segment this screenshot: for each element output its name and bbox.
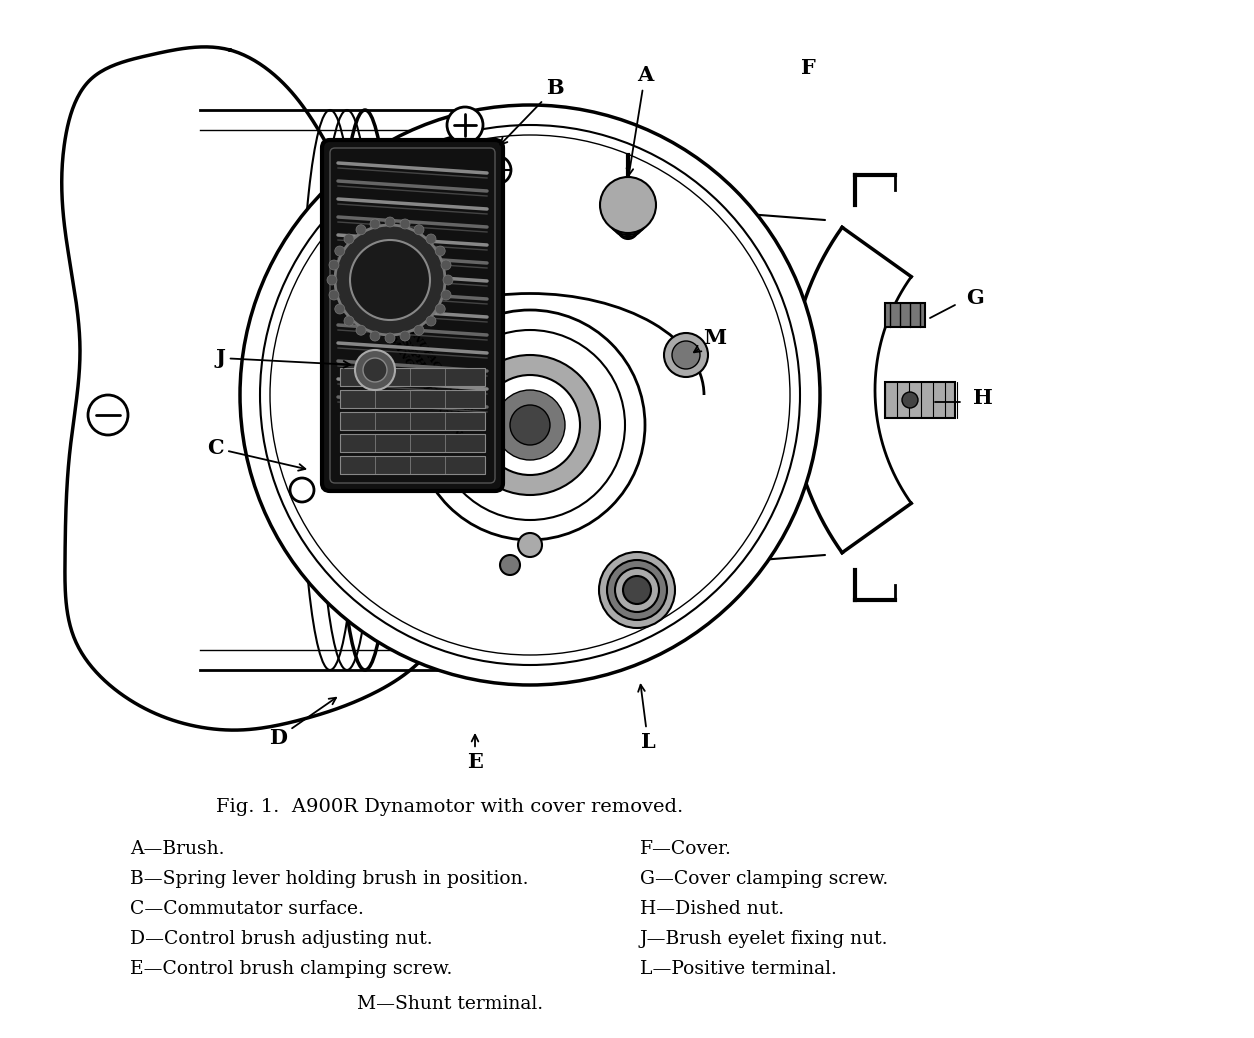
Text: E: E: [466, 735, 483, 772]
Circle shape: [426, 234, 436, 244]
Text: D: D: [270, 698, 336, 748]
Circle shape: [606, 191, 650, 235]
Circle shape: [518, 532, 542, 557]
Circle shape: [426, 316, 436, 326]
Circle shape: [495, 390, 566, 460]
Circle shape: [355, 350, 395, 390]
Circle shape: [441, 290, 451, 300]
Circle shape: [400, 331, 410, 342]
FancyBboxPatch shape: [322, 140, 503, 491]
Circle shape: [385, 217, 395, 227]
Polygon shape: [790, 227, 912, 552]
Bar: [885, 303, 925, 327]
Text: D—Control brush adjusting nut.: D—Control brush adjusting nut.: [130, 930, 433, 948]
Polygon shape: [61, 47, 459, 730]
Circle shape: [443, 275, 453, 285]
Circle shape: [329, 260, 339, 270]
Text: L—Positive terminal.: L—Positive terminal.: [640, 960, 836, 978]
Text: M—Shunt terminal.: M—Shunt terminal.: [357, 995, 543, 1013]
Circle shape: [500, 555, 520, 575]
Circle shape: [344, 234, 354, 244]
Circle shape: [88, 395, 128, 435]
Circle shape: [290, 479, 314, 502]
Circle shape: [446, 107, 483, 143]
Circle shape: [414, 325, 424, 335]
Bar: [340, 390, 485, 408]
Circle shape: [329, 290, 339, 300]
Circle shape: [385, 333, 395, 343]
Bar: [340, 456, 485, 474]
Text: G—Cover clamping screw.: G—Cover clamping screw.: [640, 870, 888, 887]
Text: J: J: [216, 348, 350, 368]
Circle shape: [414, 225, 424, 235]
Circle shape: [460, 355, 599, 495]
Bar: [885, 382, 956, 418]
Circle shape: [618, 219, 638, 239]
Circle shape: [510, 405, 551, 445]
Circle shape: [435, 246, 445, 256]
Circle shape: [335, 225, 445, 335]
Circle shape: [435, 304, 445, 315]
Text: E—Control brush clamping screw.: E—Control brush clamping screw.: [130, 960, 453, 978]
Circle shape: [599, 177, 656, 233]
Text: Fig. 1.  A900R Dynamotor with cover removed.: Fig. 1. A900R Dynamotor with cover remov…: [217, 798, 683, 816]
Text: A: A: [627, 65, 653, 175]
Circle shape: [672, 342, 700, 368]
Text: J—Brush eyelet fixing nut.: J—Brush eyelet fixing nut.: [640, 930, 889, 948]
Text: B: B: [500, 78, 564, 144]
Text: MANUFACTURED BY
JOSEPH LUCAS LTD
BIRMINGHAM ENGLAND: MANUFACTURED BY JOSEPH LUCAS LTD BIRMING…: [375, 305, 485, 445]
Circle shape: [350, 240, 430, 320]
Text: F: F: [800, 58, 815, 78]
Text: B—Spring lever holding brush in position.: B—Spring lever holding brush in position…: [130, 870, 528, 887]
Circle shape: [370, 331, 380, 342]
Text: A—Brush.: A—Brush.: [130, 840, 224, 858]
Circle shape: [614, 568, 660, 612]
Circle shape: [400, 219, 410, 229]
Circle shape: [480, 375, 581, 475]
Bar: [340, 434, 485, 452]
Circle shape: [344, 316, 354, 326]
Text: C—Commutator surface.: C—Commutator surface.: [130, 900, 364, 918]
Circle shape: [435, 330, 624, 520]
Text: H: H: [973, 388, 993, 408]
Text: L: L: [638, 685, 656, 752]
Circle shape: [599, 552, 675, 628]
Bar: [340, 412, 485, 430]
Circle shape: [356, 325, 366, 335]
Circle shape: [327, 275, 337, 285]
Text: C: C: [207, 438, 305, 470]
Circle shape: [240, 105, 820, 685]
Text: G: G: [966, 288, 984, 308]
Circle shape: [665, 333, 709, 377]
Circle shape: [607, 559, 667, 620]
Text: H—Dished nut.: H—Dished nut.: [640, 900, 784, 918]
Circle shape: [623, 576, 651, 604]
Circle shape: [902, 392, 918, 408]
Circle shape: [415, 310, 645, 540]
Circle shape: [370, 219, 380, 229]
Circle shape: [362, 358, 387, 382]
Circle shape: [612, 204, 645, 237]
Circle shape: [335, 304, 345, 315]
Circle shape: [483, 156, 510, 184]
Circle shape: [335, 246, 345, 256]
Bar: [340, 368, 485, 386]
Text: F—Cover.: F—Cover.: [640, 840, 732, 858]
Text: M: M: [693, 328, 726, 352]
Circle shape: [441, 260, 451, 270]
Circle shape: [356, 225, 366, 235]
